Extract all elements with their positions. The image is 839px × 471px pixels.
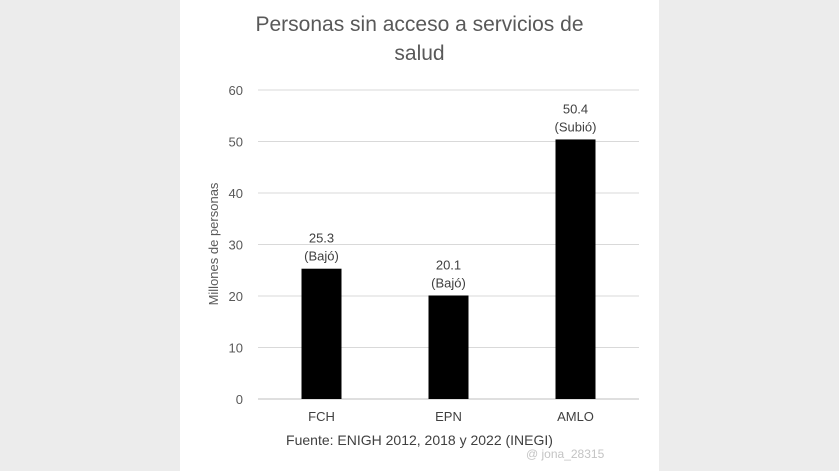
- y-tick-label: 20: [229, 289, 243, 304]
- x-tick-label: EPN: [435, 409, 462, 424]
- left-background-panel: [0, 0, 180, 471]
- x-tick-label: AMLO: [557, 409, 594, 424]
- data-label: 50.4: [563, 101, 588, 116]
- right-background-panel: [659, 0, 839, 471]
- chart-title-line-1: Personas sin acceso a servicios de: [255, 13, 584, 36]
- y-tick-label: 0: [236, 392, 243, 407]
- data-label: (Bajó): [431, 275, 466, 290]
- y-tick-label: 10: [229, 341, 243, 356]
- source-note: Fuente: ENIGH 2012, 2018 y 2022 (INEGI): [286, 432, 553, 448]
- data-label: 20.1: [436, 257, 461, 272]
- x-tick-label: FCH: [308, 409, 335, 424]
- bar-epn: [428, 295, 469, 399]
- data-label: (Bajó): [304, 249, 339, 264]
- y-tick-label: 50: [229, 135, 243, 150]
- data-label: 25.3: [309, 231, 334, 246]
- chart-title-line-2: salud: [394, 42, 445, 65]
- data-label: (Subió): [555, 119, 597, 134]
- y-tick-label: 30: [229, 238, 243, 253]
- bar-amlo: [555, 139, 596, 399]
- y-tick-label: 60: [229, 83, 243, 98]
- bar-fch: [301, 268, 342, 399]
- chart-card: Personas sin acceso a servicios de salud…: [180, 0, 659, 471]
- y-axis-title: Millones de personas: [206, 182, 221, 305]
- watermark: @ jona_28315: [526, 447, 605, 461]
- bar-chart: 0 10 20 30 40 50 60 FCH 25.3 (Bajó) EPN 20.1 (Bajó) A…: [206, 83, 639, 424]
- y-tick-label: 40: [229, 186, 243, 201]
